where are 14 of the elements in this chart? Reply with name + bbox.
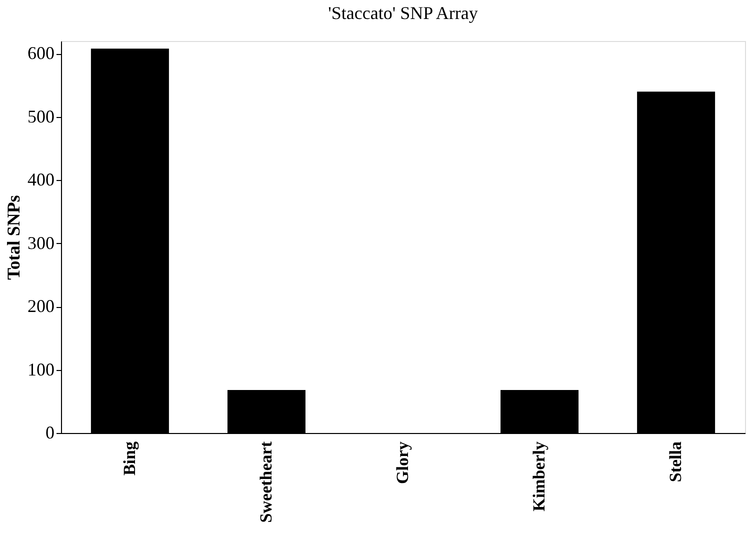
x-tick-label: Glory <box>393 441 412 484</box>
y-tick-label: 400 <box>28 170 54 190</box>
y-tick-label: 500 <box>28 106 54 126</box>
y-tick-label: 100 <box>28 359 54 380</box>
x-tick-label: Stella <box>666 441 686 482</box>
y-tick-label: 600 <box>28 43 54 64</box>
y-tick-label: 0 <box>46 422 54 442</box>
y-axis-title: Total SNPs <box>4 195 24 280</box>
y-tick-label: 200 <box>28 296 54 316</box>
x-tick-label: Bing <box>120 441 139 476</box>
x-tick-label: Sweetheart <box>256 441 276 523</box>
y-tick-label: 300 <box>28 232 54 253</box>
chart-title: 'Staccato' SNP Array <box>328 3 478 23</box>
x-tick-label: Kimberly <box>530 441 549 512</box>
